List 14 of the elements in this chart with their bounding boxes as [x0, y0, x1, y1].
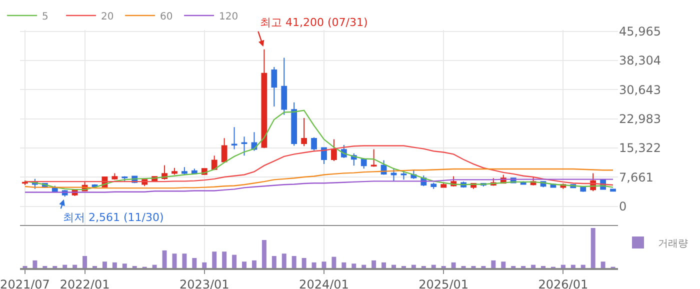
- legend-label: 120: [219, 11, 238, 22]
- legend-label: 60: [160, 11, 173, 22]
- legend-label: 5: [42, 11, 48, 22]
- annotation: 최저 2,561 (11/30): [63, 211, 164, 224]
- y-tick-label: 0: [619, 200, 627, 214]
- y-tick-label: 22,983: [619, 112, 661, 126]
- y-tick-label: 38,304: [619, 54, 661, 68]
- y-tick-label: 15,322: [619, 141, 661, 156]
- y-tick-label: 45,965: [619, 24, 661, 38]
- text: 최고 41,200 (07/31): [260, 16, 368, 29]
- legend-label: 거래량: [658, 238, 688, 250]
- legend-label: 20: [101, 11, 114, 22]
- y-tick-label: 7,661: [619, 170, 654, 184]
- y-tick-label: 30,643: [619, 82, 661, 97]
